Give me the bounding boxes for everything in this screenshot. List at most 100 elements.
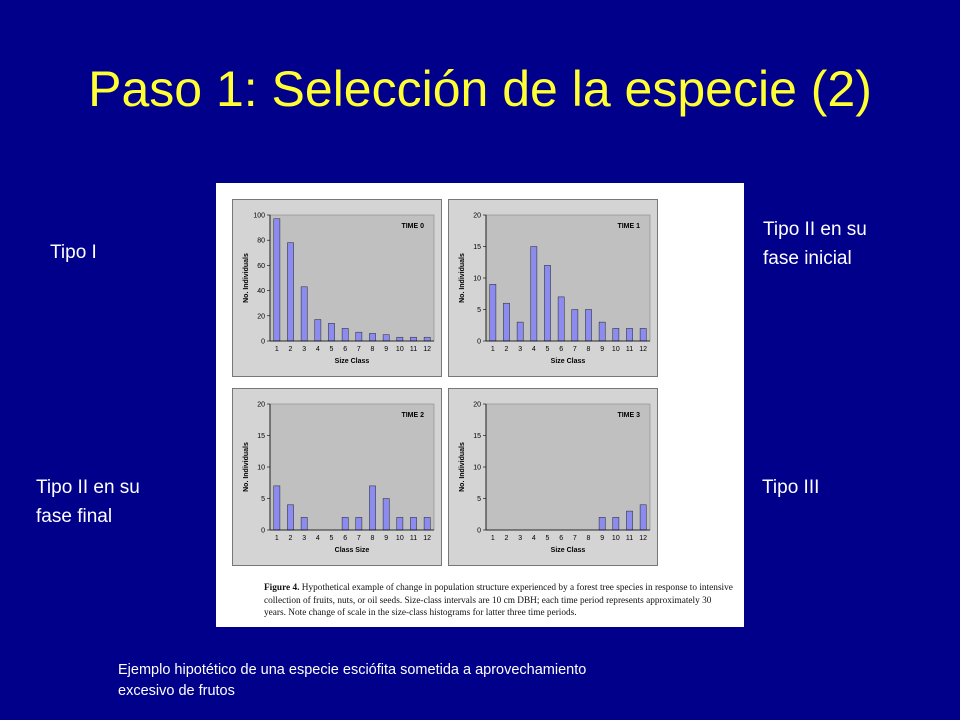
figure-caption-text: Hypothetical example of change in popula…	[264, 583, 733, 619]
y-tick-label: 0	[261, 339, 265, 346]
plot-area	[269, 214, 435, 342]
bar	[557, 296, 565, 342]
slide-caption-line-1: Ejemplo hipotético de una especie escióf…	[118, 662, 587, 678]
y-tick-label: 20	[473, 213, 481, 220]
x-tick-label: 5	[330, 346, 334, 353]
bar	[273, 218, 281, 342]
bar	[530, 246, 538, 342]
x-tick-label: 7	[573, 535, 577, 542]
bar	[410, 517, 417, 531]
x-tick-label: 4	[532, 346, 536, 353]
bar	[341, 517, 349, 531]
y-tick-label: 40	[257, 288, 265, 295]
y-tick-label: 10	[257, 465, 265, 472]
y-tick-label: 15	[257, 433, 265, 440]
plot-area	[485, 403, 651, 531]
y-axis-label: No. Individuals	[243, 253, 250, 303]
bar	[598, 321, 606, 342]
bar	[396, 336, 404, 342]
y-tick-label: 20	[473, 402, 481, 409]
x-tick-label: 10	[396, 346, 404, 353]
bar	[544, 265, 551, 342]
bar	[300, 517, 308, 531]
x-tick-label: 3	[518, 535, 522, 542]
bar	[355, 517, 363, 531]
bar	[355, 331, 363, 342]
x-tick-label: 11	[626, 535, 633, 542]
y-tick-label: 15	[473, 433, 481, 440]
bar	[612, 328, 620, 342]
y-tick-label: 10	[473, 465, 481, 472]
x-tick-label: 7	[357, 535, 361, 542]
x-tick-label: 12	[639, 535, 647, 542]
bar	[598, 517, 606, 531]
x-tick-label: 12	[423, 346, 431, 353]
figure-caption-label: Figure 4.	[264, 583, 300, 593]
x-axis-label: Size Class	[551, 547, 586, 554]
chart-title: TIME 3	[617, 412, 640, 419]
bar	[639, 504, 647, 531]
x-tick-label: 9	[384, 535, 388, 542]
y-tick-label: 100	[253, 213, 265, 220]
x-tick-label: 7	[573, 346, 577, 353]
bar	[300, 286, 308, 342]
bar	[369, 333, 376, 342]
bar	[639, 328, 647, 342]
bar	[369, 485, 376, 531]
figure-panel: 0 20 40 60 80 100 1 2 3 4 5 6 7 8 9 10 11 12 TIME 0 Size Cl…	[216, 183, 744, 627]
x-tick-label: 12	[423, 535, 431, 542]
x-tick-label: 11	[626, 346, 633, 353]
x-tick-label: 2	[505, 535, 509, 542]
x-tick-label: 1	[275, 535, 279, 542]
bar	[382, 498, 390, 531]
bar	[410, 336, 417, 342]
plot-area	[269, 403, 435, 531]
x-tick-label: 5	[546, 535, 550, 542]
bar	[396, 517, 404, 531]
y-axis-label: No. Individuals	[459, 442, 466, 492]
x-tick-label: 2	[289, 535, 293, 542]
x-tick-label: 10	[612, 346, 620, 353]
bar	[489, 284, 497, 342]
x-tick-label: 7	[357, 346, 361, 353]
y-axis-label: No. Individuals	[459, 253, 466, 303]
y-tick-label: 60	[257, 263, 265, 270]
chart-title: TIME 2	[401, 412, 424, 419]
y-tick-label: 15	[473, 244, 481, 251]
x-tick-label: 5	[330, 535, 334, 542]
bar	[314, 319, 322, 342]
x-tick-label: 6	[343, 346, 347, 353]
x-tick-label: 2	[289, 346, 293, 353]
y-tick-label: 0	[477, 528, 481, 535]
label-tipo-ii-inicial-line-1: Tipo II en su	[763, 219, 867, 240]
x-tick-label: 6	[559, 535, 563, 542]
x-tick-label: 11	[410, 346, 417, 353]
x-tick-label: 1	[491, 535, 495, 542]
slide-title: Paso 1: Selección de la especie (2)	[88, 61, 872, 117]
x-tick-label: 9	[600, 346, 604, 353]
x-tick-label: 6	[343, 535, 347, 542]
bar	[423, 517, 431, 531]
bar	[287, 504, 294, 531]
y-tick-label: 20	[257, 313, 265, 320]
x-tick-label: 6	[559, 346, 563, 353]
bar	[287, 242, 294, 342]
y-tick-label: 10	[473, 276, 481, 283]
bar	[571, 309, 579, 342]
label-tipo-iii: Tipo III	[762, 477, 820, 498]
x-tick-label: 8	[371, 535, 375, 542]
bar	[503, 302, 510, 342]
x-tick-label: 4	[316, 535, 320, 542]
x-tick-label: 3	[302, 346, 306, 353]
bar	[423, 336, 431, 342]
x-tick-label: 9	[384, 346, 388, 353]
bar	[585, 309, 592, 342]
y-tick-label: 80	[257, 238, 265, 245]
x-tick-label: 10	[396, 535, 404, 542]
bar	[341, 328, 349, 342]
y-axis-label: No. Individuals	[243, 442, 250, 492]
